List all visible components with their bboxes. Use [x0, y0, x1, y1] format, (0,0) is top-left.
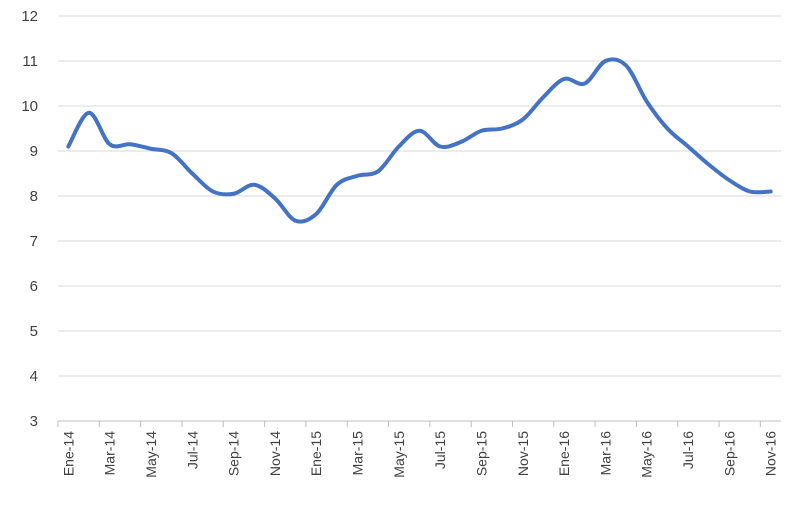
y-tick-label: 10	[21, 98, 38, 115]
y-tick-label: 11	[22, 53, 38, 70]
y-tick-label: 12	[21, 8, 38, 25]
x-tick-label: Ene-15	[308, 431, 324, 476]
x-tick-label: May-15	[391, 431, 407, 478]
y-tick-label: 6	[30, 278, 38, 295]
x-tick-label: Mar-14	[102, 431, 118, 476]
gridlines	[58, 15, 781, 377]
x-tick-label: Jul-15	[432, 431, 448, 469]
x-tick-label: Jul-14	[184, 431, 200, 469]
x-tick-label: May-14	[143, 431, 159, 478]
y-tick-label: 5	[30, 323, 38, 340]
x-tick-label: Nov-16	[763, 431, 779, 476]
x-axis	[57, 420, 781, 427]
y-tick-label: 9	[30, 143, 38, 160]
x-tick-label: May-16	[639, 431, 655, 478]
y-tick-label: 8	[30, 188, 38, 205]
series-line-0	[66, 57, 773, 224]
x-tick-label: Sep-15	[473, 431, 489, 476]
y-tick-label: 4	[30, 368, 38, 385]
series-group	[66, 57, 773, 224]
x-axis-tick-labels: Ene-14 Mar-14 May-14 Jul-14 Sep-14 Nov-14 Ene-…	[60, 431, 778, 478]
y-tick-label: 3	[30, 413, 38, 430]
x-tick-label: Sep-16	[721, 431, 737, 476]
x-tick-label: Nov-15	[515, 431, 531, 476]
x-tick-label: Sep-14	[226, 431, 242, 476]
y-axis-tick-labels: 3 4 5 6 7 8 9 10 11 12	[21, 8, 38, 430]
x-tick-label: Ene-14	[60, 431, 76, 476]
x-tick-label: Mar-15	[350, 431, 366, 476]
x-tick-label: Nov-14	[267, 431, 283, 476]
x-tick-label: Ene-16	[556, 431, 572, 476]
x-tick-label: Jul-16	[680, 431, 696, 469]
x-tick-label: Mar-16	[597, 431, 613, 476]
y-tick-label: 7	[30, 233, 38, 250]
